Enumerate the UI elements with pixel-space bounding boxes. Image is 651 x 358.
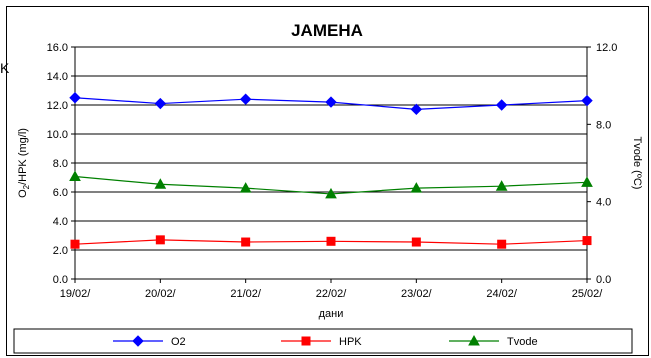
legend-marker: [468, 334, 480, 346]
series-o2: [69, 92, 593, 116]
series-layer: [69, 92, 593, 249]
data-point: [241, 237, 251, 247]
data-point: [495, 99, 508, 111]
data-point: [325, 96, 337, 108]
x-tick-label: 25/02/: [572, 288, 604, 300]
right-tick-label: 0.0: [596, 274, 611, 286]
data-point: [69, 170, 81, 182]
data-point: [154, 178, 167, 189]
data-point: [497, 239, 507, 249]
right-tick-label: 8.0: [596, 119, 611, 131]
series-hpk: [70, 235, 592, 249]
right-tick-label: 12.0: [596, 42, 617, 54]
left-tick-label: 2.0: [53, 245, 68, 257]
data-point: [582, 236, 592, 246]
data-point: [239, 182, 252, 193]
legend-item-hpk: HPK: [281, 336, 362, 348]
x-tick-label: 22/02/: [316, 288, 348, 300]
legend-label: HPK: [339, 336, 362, 348]
x-tick-label: 21/02/: [230, 288, 262, 300]
data-point: [70, 239, 80, 249]
legend-label: Tvode: [507, 336, 538, 348]
left-tick-label: 6.0: [53, 187, 68, 199]
x-tick-label: 24/02/: [486, 288, 518, 300]
chart-title: JAMEHA: [291, 21, 363, 40]
right-axis-label: Tvode (ºC): [631, 137, 643, 190]
legend-marker: [301, 336, 311, 346]
right-tick-label: 4.0: [596, 197, 611, 209]
data-point: [581, 176, 593, 187]
x-axis-ticks: 19/02/20/02/21/02/22/02/23/02/24/02/25/0…: [60, 279, 604, 300]
data-point: [155, 235, 165, 245]
left-tick-label: 16.0: [47, 42, 68, 54]
left-tick-label: 14.0: [47, 71, 68, 83]
data-point: [239, 93, 252, 105]
legend-label: O2: [171, 336, 186, 348]
x-tick-label: 20/02/: [145, 288, 177, 300]
x-tick-label: 19/02/: [60, 288, 92, 300]
x-tick-label: 23/02/: [401, 288, 433, 300]
legend: O2 HPK Tvode: [113, 334, 538, 348]
clipped-edge-text: K: [0, 60, 10, 76]
left-axis-label: O2/HPK (mg/l): [17, 128, 31, 198]
left-tick-label: 8.0: [53, 158, 68, 170]
left-tick-label: 0.0: [53, 274, 68, 286]
data-point: [154, 97, 167, 110]
series-tvode: [69, 170, 593, 199]
data-point: [410, 103, 423, 116]
data-point: [410, 182, 423, 193]
legend-item-o2: O2: [113, 335, 186, 348]
data-point: [581, 94, 593, 107]
data-point: [326, 236, 336, 246]
left-tick-label: 12.0: [47, 100, 68, 112]
chart-frame: [6, 6, 649, 356]
data-point: [495, 180, 508, 191]
right-axis-ticks: 0.0 4.0 8.0 12.0: [587, 42, 617, 286]
data-point: [69, 92, 81, 104]
left-tick-label: 10.0: [47, 129, 68, 141]
legend-marker: [132, 335, 144, 347]
data-point: [325, 187, 337, 199]
left-axis-ticks: 0.0 2.0 4.0 6.0 8.0 10.0 12.0 14.0 16.0: [47, 42, 75, 286]
data-point: [411, 237, 421, 247]
x-axis-label: дани: [319, 308, 344, 320]
legend-item-tvode: Tvode: [449, 334, 538, 348]
left-tick-label: 4.0: [53, 216, 68, 228]
